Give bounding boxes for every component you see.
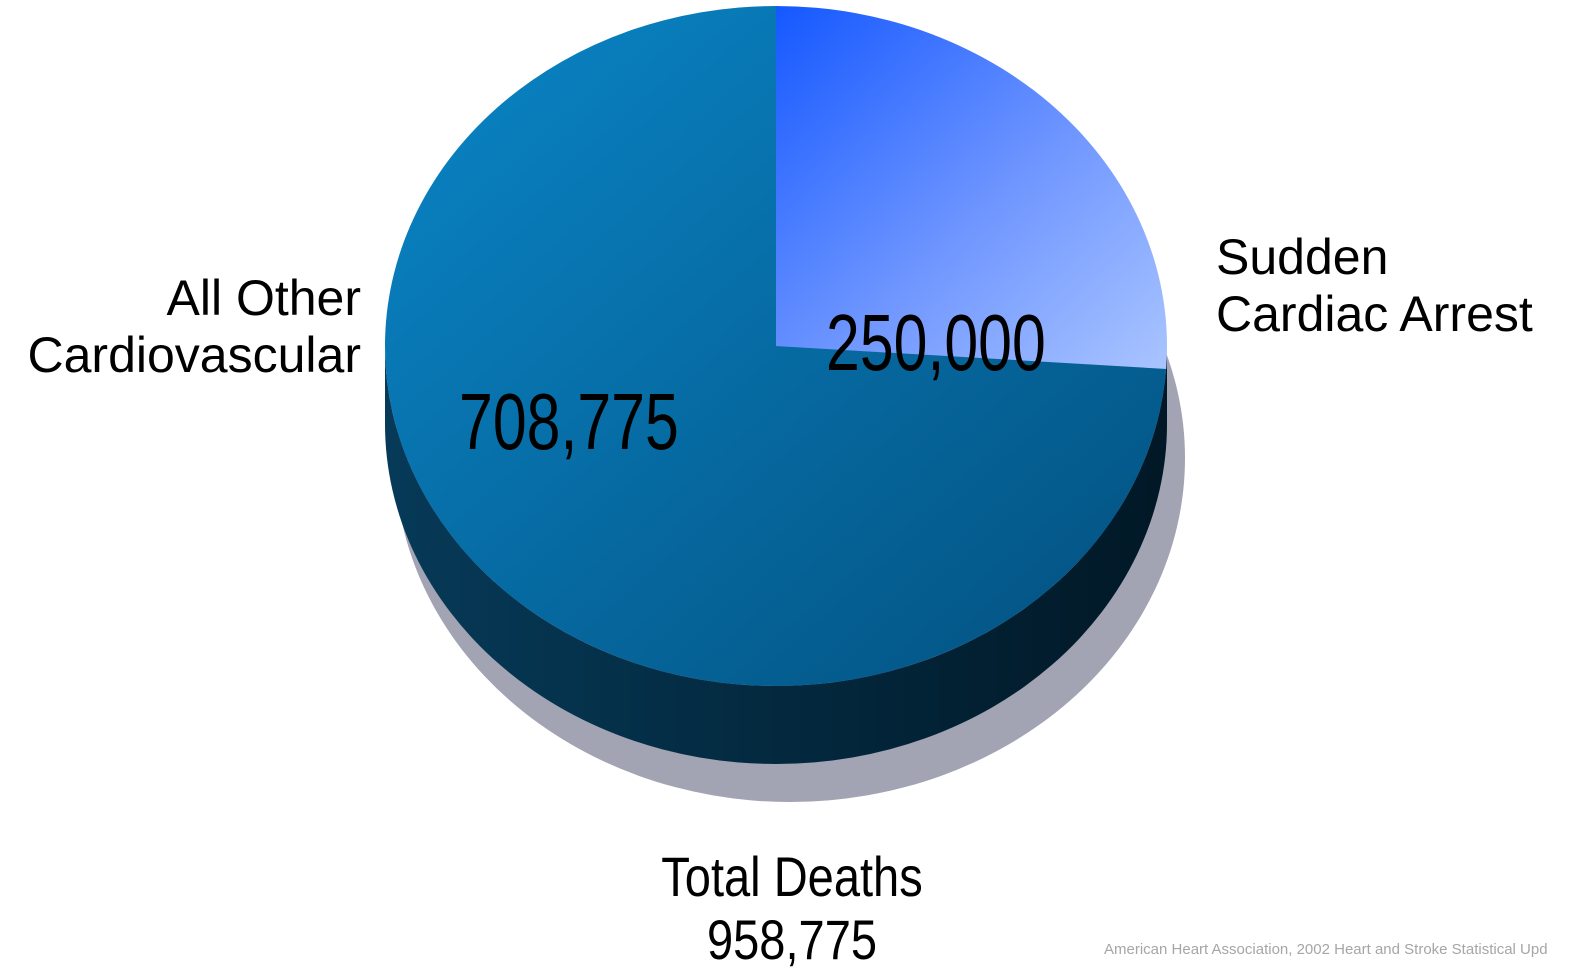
total-deaths-label: Total Deaths 958,775 — [592, 845, 992, 971]
source-footnote: American Heart Association, 2002 Heart a… — [1104, 941, 1548, 958]
slice-label-line: Cardiac Arrest — [1216, 286, 1533, 342]
slice-value-all-other-cardiovascular: 708,775 — [459, 377, 679, 466]
slice-label-line: All Other — [166, 270, 361, 326]
slice-label-line: Sudden — [1216, 229, 1389, 285]
slice-label-line: Cardiovascular — [27, 327, 361, 383]
total-value: 958,775 — [706, 908, 878, 971]
slice-label-sudden-cardiac-arrest: Sudden Cardiac Arrest — [1216, 229, 1533, 343]
pie-slice-all-other-cardiovascular — [385, 6, 1167, 686]
pie-slice-sudden-cardiac-arrest — [776, 6, 1167, 369]
slice-value-sudden-cardiac-arrest: 250,000 — [826, 298, 1046, 387]
total-title: Total Deaths — [661, 845, 923, 908]
slice-label-all-other-cardiovascular: All Other Cardiovascular — [28, 270, 361, 384]
pie-side-wall — [385, 346, 1167, 764]
